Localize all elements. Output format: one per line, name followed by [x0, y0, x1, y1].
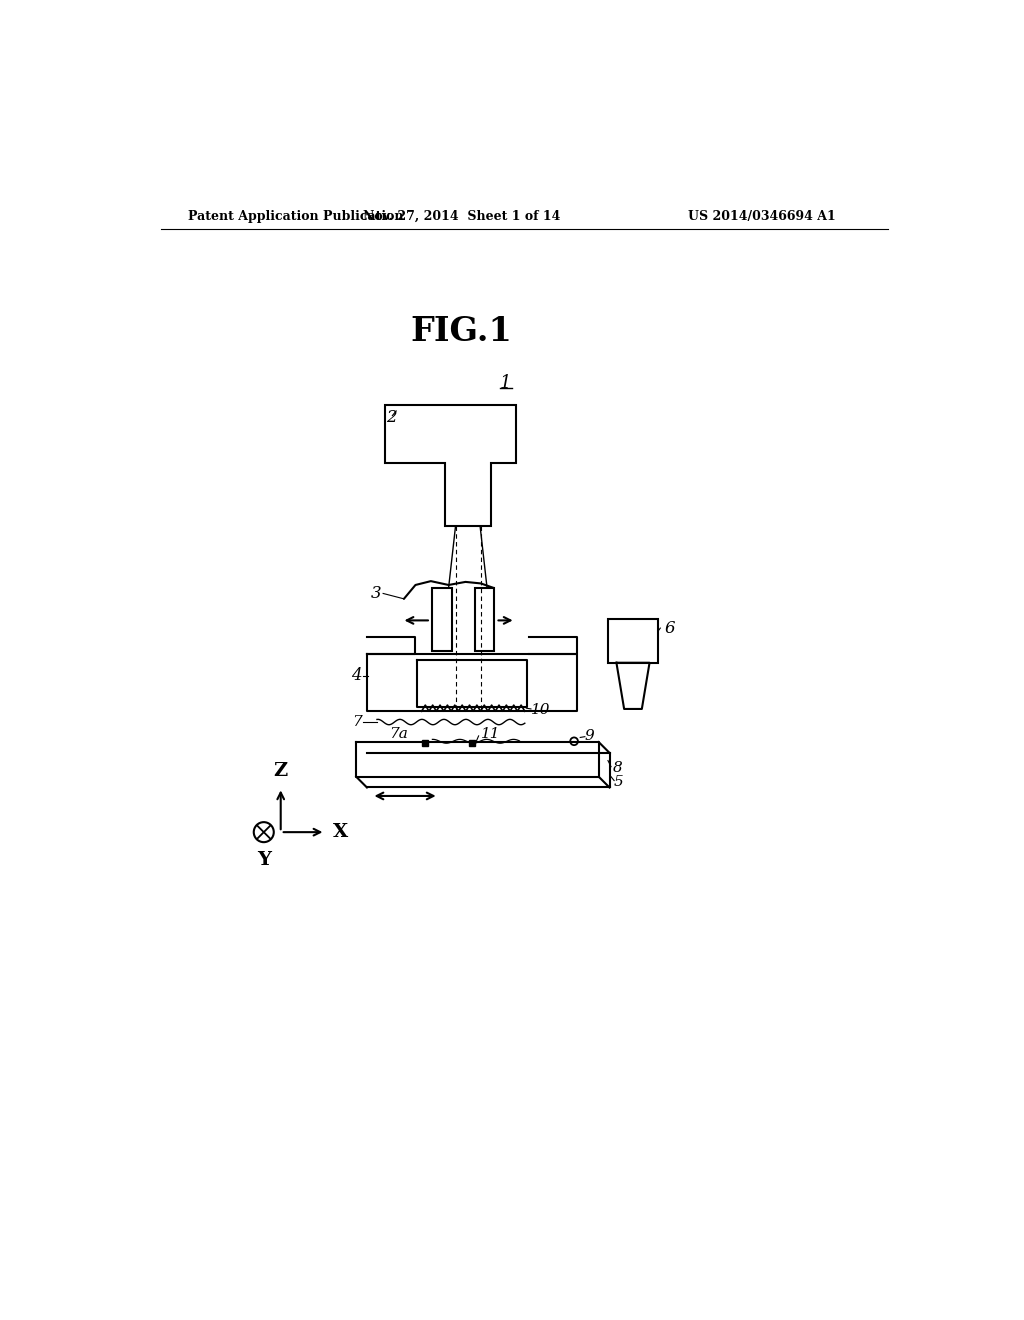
- Text: US 2014/0346694 A1: US 2014/0346694 A1: [688, 210, 836, 223]
- Text: 6: 6: [665, 619, 675, 636]
- Text: FIG.1: FIG.1: [411, 315, 513, 348]
- Text: X: X: [333, 824, 348, 841]
- Text: 7a: 7a: [389, 727, 409, 742]
- Text: 7: 7: [352, 715, 361, 729]
- Text: 4: 4: [351, 668, 361, 684]
- Text: 10: 10: [531, 702, 551, 717]
- Text: Patent Application Publication: Patent Application Publication: [188, 210, 403, 223]
- Bar: [608, 619, 658, 663]
- Text: 8: 8: [612, 762, 623, 775]
- Text: 5: 5: [614, 775, 624, 789]
- Text: 11: 11: [481, 727, 501, 742]
- Text: Z: Z: [273, 762, 288, 780]
- Text: 1: 1: [500, 375, 511, 392]
- Text: Y: Y: [257, 850, 270, 869]
- Bar: [432, 589, 452, 651]
- Text: 2: 2: [386, 409, 397, 426]
- Bar: [475, 589, 494, 651]
- Text: 9: 9: [585, 729, 595, 743]
- Text: Nov. 27, 2014  Sheet 1 of 14: Nov. 27, 2014 Sheet 1 of 14: [362, 210, 560, 223]
- Text: 3: 3: [371, 585, 382, 602]
